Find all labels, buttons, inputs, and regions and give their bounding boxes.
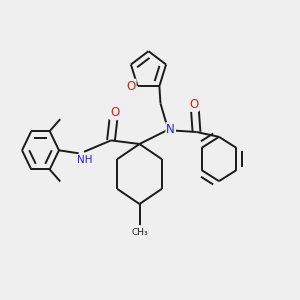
Text: NH: NH bbox=[77, 155, 92, 165]
Text: O: O bbox=[110, 106, 119, 119]
Text: CH₃: CH₃ bbox=[131, 228, 148, 237]
Text: O: O bbox=[189, 98, 198, 111]
Text: N: N bbox=[166, 123, 175, 136]
Text: O: O bbox=[126, 80, 136, 93]
